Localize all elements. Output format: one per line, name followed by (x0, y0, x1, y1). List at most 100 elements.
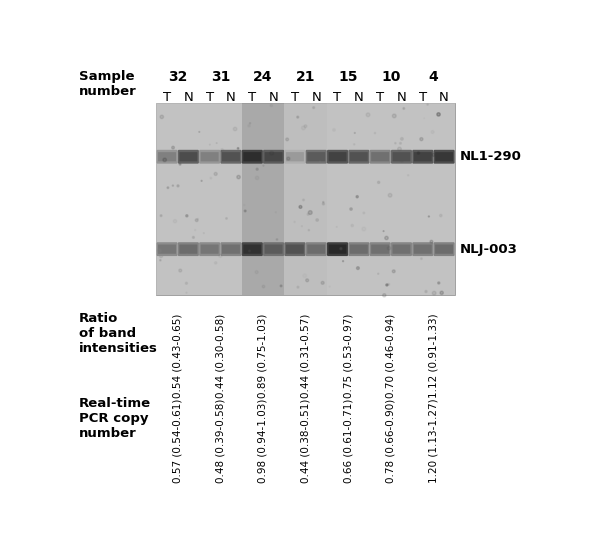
Circle shape (287, 157, 290, 160)
FancyBboxPatch shape (435, 152, 453, 161)
Bar (433, 103, 455, 295)
Bar (284, 103, 305, 295)
Circle shape (353, 144, 355, 145)
FancyBboxPatch shape (305, 150, 327, 164)
Circle shape (431, 131, 434, 133)
FancyBboxPatch shape (412, 242, 433, 256)
Circle shape (301, 226, 302, 227)
Circle shape (304, 125, 307, 127)
Circle shape (356, 267, 359, 270)
Circle shape (194, 229, 196, 231)
FancyBboxPatch shape (329, 244, 347, 254)
Circle shape (388, 283, 389, 285)
Circle shape (256, 168, 258, 170)
Text: 0.70 (0.46-0.94): 0.70 (0.46-0.94) (386, 314, 396, 398)
FancyBboxPatch shape (286, 244, 304, 254)
FancyBboxPatch shape (179, 244, 197, 254)
Circle shape (385, 236, 388, 240)
Text: 0.44 (0.30-0.58): 0.44 (0.30-0.58) (215, 314, 226, 398)
Circle shape (179, 164, 181, 165)
Text: 10: 10 (381, 70, 401, 84)
Bar (220, 103, 242, 295)
Circle shape (275, 212, 277, 213)
Text: N: N (439, 91, 449, 104)
Text: Ratio
of band
intensities: Ratio of band intensities (79, 312, 158, 355)
FancyBboxPatch shape (391, 242, 412, 256)
Circle shape (421, 258, 422, 260)
Circle shape (440, 214, 442, 217)
FancyBboxPatch shape (414, 152, 432, 161)
FancyBboxPatch shape (242, 242, 263, 256)
FancyBboxPatch shape (350, 152, 368, 161)
Text: N: N (269, 91, 278, 104)
Circle shape (248, 250, 250, 252)
Circle shape (329, 286, 330, 287)
Circle shape (196, 219, 198, 222)
Bar (370, 103, 391, 295)
Text: 0.98 (0.94-1.03): 0.98 (0.94-1.03) (258, 399, 268, 483)
Circle shape (185, 282, 187, 284)
Circle shape (307, 214, 309, 215)
Text: 24: 24 (253, 70, 272, 84)
FancyBboxPatch shape (371, 152, 389, 161)
Bar (391, 103, 412, 295)
Circle shape (343, 261, 344, 262)
Circle shape (214, 172, 217, 176)
FancyBboxPatch shape (220, 150, 242, 164)
Text: T: T (206, 91, 214, 104)
Circle shape (350, 208, 352, 210)
Circle shape (437, 282, 440, 284)
Circle shape (302, 199, 304, 201)
Circle shape (302, 126, 305, 130)
Bar (157, 103, 178, 295)
FancyBboxPatch shape (179, 152, 197, 161)
Circle shape (386, 284, 388, 286)
Circle shape (378, 273, 379, 274)
Circle shape (186, 215, 188, 217)
Text: 0.44 (0.31-0.57): 0.44 (0.31-0.57) (301, 314, 311, 398)
Circle shape (172, 185, 173, 186)
Bar (157, 103, 455, 295)
Bar (348, 103, 370, 295)
Text: N: N (397, 91, 406, 104)
Bar (242, 103, 263, 295)
FancyBboxPatch shape (349, 150, 370, 164)
Text: T: T (376, 91, 384, 104)
Circle shape (306, 279, 308, 282)
Bar (263, 103, 284, 295)
Circle shape (362, 227, 365, 231)
FancyBboxPatch shape (307, 152, 325, 161)
Bar (199, 103, 220, 295)
Circle shape (425, 290, 427, 293)
Circle shape (244, 204, 245, 205)
FancyBboxPatch shape (307, 244, 325, 254)
Circle shape (351, 225, 353, 227)
Text: 0.54 (0.43-0.65): 0.54 (0.43-0.65) (173, 314, 182, 398)
Circle shape (323, 201, 324, 203)
Text: 32: 32 (168, 70, 187, 84)
Text: Real-time
PCR copy
number: Real-time PCR copy number (79, 397, 151, 440)
Text: 0.75 (0.53-0.97): 0.75 (0.53-0.97) (343, 314, 353, 398)
FancyBboxPatch shape (200, 152, 218, 161)
Circle shape (319, 161, 321, 163)
Circle shape (340, 248, 342, 250)
Circle shape (420, 138, 423, 141)
FancyBboxPatch shape (391, 150, 412, 164)
Text: T: T (163, 91, 171, 104)
Circle shape (160, 254, 163, 257)
FancyBboxPatch shape (265, 244, 283, 254)
Circle shape (392, 114, 396, 118)
Bar (305, 103, 327, 295)
Circle shape (366, 113, 370, 117)
FancyBboxPatch shape (265, 152, 283, 161)
FancyBboxPatch shape (178, 242, 199, 256)
Circle shape (395, 143, 396, 144)
Text: N: N (226, 91, 236, 104)
Circle shape (313, 107, 314, 109)
Circle shape (270, 104, 272, 107)
Circle shape (440, 291, 443, 294)
Circle shape (308, 211, 312, 215)
FancyBboxPatch shape (158, 244, 176, 254)
FancyBboxPatch shape (222, 244, 240, 254)
FancyBboxPatch shape (263, 150, 284, 164)
